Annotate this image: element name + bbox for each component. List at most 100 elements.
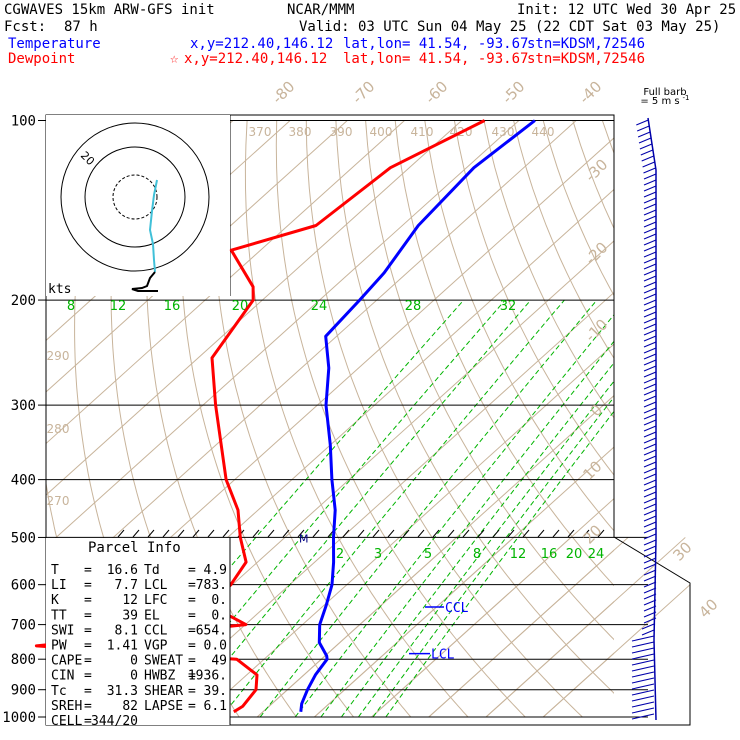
dry-adiabat-line <box>542 120 614 297</box>
isobar-tick <box>492 529 500 538</box>
mixing-ratio-label: 5 <box>424 547 432 562</box>
pressure-label: 800 <box>11 652 36 668</box>
parcel-label-right: VGP <box>144 639 168 654</box>
wind-barb-flag <box>643 563 657 570</box>
parcel-value-right: 6.1 <box>204 699 227 714</box>
parcel-value-left: 82 <box>122 699 138 714</box>
wind-barb-flag <box>639 143 653 150</box>
theta-label: 290 <box>47 349 70 363</box>
wind-barb-flag <box>637 125 650 132</box>
parcel-label-left: CIN <box>51 669 74 684</box>
wind-barb-flag <box>640 149 653 156</box>
wind-barb-flag <box>643 329 657 336</box>
mixing-ratio-label: 3 <box>374 547 382 562</box>
valid-time: Valid: 03 UTC Sun 04 May 25 (22 CDT Sat … <box>299 19 721 35</box>
wind-barb-flag <box>631 635 655 642</box>
parcel-label-right: LFC <box>144 593 167 608</box>
wind-barb-flag <box>643 383 657 390</box>
isotherm-line <box>485 601 614 718</box>
dry-adiabat-line <box>513 120 614 360</box>
wind-barb-flag <box>643 185 657 192</box>
dewpoint-legend-label: Dewpoint <box>8 51 76 67</box>
pressure-label: 500 <box>11 530 36 546</box>
parcel-equals-left: = <box>84 639 92 654</box>
wind-barb-flag <box>631 671 655 678</box>
mixing-ratio-label: 28 <box>405 299 422 314</box>
isobar-tick <box>417 529 425 538</box>
isobar-tick <box>282 529 290 538</box>
wind-barb-flag <box>643 203 657 210</box>
wind-barb-flag <box>643 389 657 396</box>
wind-barb-flag <box>643 545 657 552</box>
isotherm-line <box>314 537 515 718</box>
wind-barb-flag <box>643 179 657 186</box>
wind-barb-flag <box>643 515 657 522</box>
wind-barb-flag <box>631 653 655 660</box>
temperature-legend-label: Temperature <box>8 36 101 52</box>
isotherm-line <box>371 497 614 718</box>
parcel-equals-right: = <box>188 578 196 593</box>
wind-barb-flag <box>643 269 657 276</box>
parcel-label-left: Tc <box>51 684 67 699</box>
sounding-series: CCL LCL M <box>34 119 536 714</box>
mixing-ratio-line <box>220 299 565 718</box>
theta-label: 270 <box>47 494 70 508</box>
wind-barb-flag <box>643 215 657 222</box>
parcel-value-left: 31.3 <box>107 684 138 699</box>
temperature-latlon: lat,lon= 41.54, -93.67 <box>343 36 529 52</box>
wind-barb-flag <box>643 305 657 312</box>
parcel-value-right: 4.9 <box>204 563 227 578</box>
parcel-value-right: 0. <box>211 593 227 608</box>
wind-barb-flag <box>643 539 657 546</box>
dry-adiabat-line <box>212 120 412 718</box>
parcel-equals-right: = <box>188 654 196 669</box>
parcel-equals-left: = <box>84 578 92 593</box>
wind-barb-flag <box>643 263 657 270</box>
parcel-equals-left: = <box>84 623 92 638</box>
theta-label: 440 <box>532 125 555 139</box>
parcel-equals-left: = <box>84 669 92 684</box>
parcel-equals-left: = <box>84 699 92 714</box>
isobar-tick <box>132 529 140 538</box>
dewpoint-latlon: lat,lon= 41.54, -93.67 <box>343 51 529 67</box>
wind-barb-flag <box>643 359 657 366</box>
isobar-tick <box>582 529 590 538</box>
parcel-value-right: 39. <box>204 684 227 699</box>
dry-adiabat-line <box>662 121 740 718</box>
wind-barb-flag <box>631 665 655 672</box>
isobar-tick <box>342 529 350 538</box>
dewpoint-star-icon: ☆ <box>170 51 179 67</box>
wind-barb-flag <box>643 353 657 360</box>
wind-barb-flag <box>643 521 657 528</box>
parcel-value-right: 0.0 <box>204 639 227 654</box>
pressure-label: 200 <box>11 293 36 309</box>
isotherm-line <box>256 537 457 718</box>
dry-adiabat-line <box>394 120 614 587</box>
ccl-label: CCL <box>445 601 469 616</box>
isobar-tick <box>537 529 545 538</box>
wind-barb-flag <box>643 407 657 414</box>
mixing-ratio-label: 12 <box>510 547 527 562</box>
wind-barb-flag <box>643 287 657 294</box>
wind-barb-flag <box>643 251 657 258</box>
isobar-tick <box>447 529 455 538</box>
wind-barb-flag <box>643 419 657 426</box>
parcel-value-right: 0. <box>211 608 227 623</box>
wind-barb-flag <box>631 695 655 702</box>
theta-label: 370 <box>249 125 272 139</box>
dry-adiabat-line <box>601 120 614 155</box>
isobar-tick <box>222 529 230 538</box>
wind-barbs: Full barb= 5 m s -1 <box>631 87 689 721</box>
wind-barb-flag <box>643 533 657 540</box>
isobar-tick <box>192 529 200 538</box>
parcel-label-right: SWEAT <box>144 654 183 669</box>
wind-barb-flag <box>643 449 657 456</box>
isotherm-line <box>46 120 520 548</box>
wind-barb-flag <box>643 569 657 576</box>
wind-barb-flag <box>641 629 655 636</box>
wind-barb-flag <box>643 467 657 474</box>
isobar-tick <box>207 529 215 538</box>
wind-barb-flag <box>631 701 655 708</box>
wind-barb-flag <box>636 119 649 126</box>
